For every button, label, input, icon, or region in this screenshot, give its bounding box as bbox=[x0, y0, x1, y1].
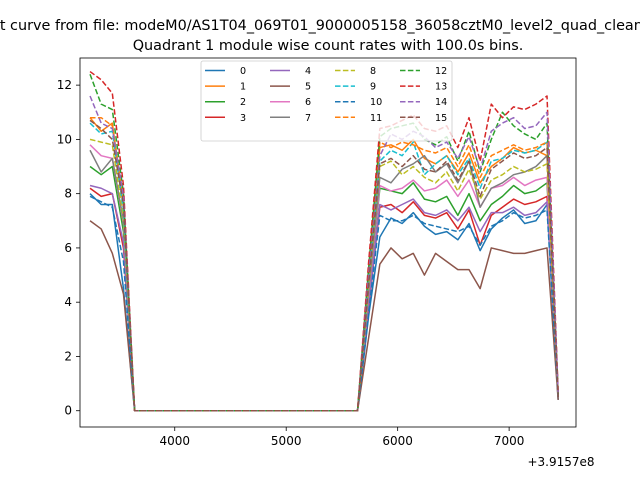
series-line-4 bbox=[89, 184, 559, 412]
legend-label-8: 8 bbox=[370, 66, 376, 77]
legend-label-7: 7 bbox=[305, 113, 311, 124]
x-offset-label: +3.9157e8 bbox=[527, 455, 594, 469]
x-tick-label: 7000 bbox=[494, 434, 525, 448]
legend-box bbox=[200, 60, 453, 142]
x-tick-label: 5000 bbox=[271, 434, 302, 448]
legend-label-14: 14 bbox=[435, 97, 447, 108]
y-tick-label: 8 bbox=[64, 187, 72, 201]
legend-label-6: 6 bbox=[305, 97, 311, 108]
series-line-8 bbox=[89, 138, 559, 412]
x-axis: 4000 5000 6000 7000 bbox=[159, 427, 524, 448]
legend-label-3: 3 bbox=[240, 113, 246, 124]
x-tick-label: 6000 bbox=[382, 434, 413, 448]
legend-label-5: 5 bbox=[305, 82, 311, 93]
plot-frame bbox=[79, 57, 577, 428]
series-line-9 bbox=[89, 122, 559, 412]
figure-suptitle: Light curve from file: modeM0/AS1T04_069… bbox=[0, 18, 640, 34]
series-layer bbox=[89, 70, 559, 412]
series-line-7 bbox=[89, 149, 559, 412]
y-tick-label: 2 bbox=[64, 349, 72, 363]
y-tick-label: 6 bbox=[64, 241, 72, 255]
series-line-14 bbox=[89, 95, 559, 412]
legend-label-1: 1 bbox=[240, 82, 246, 93]
legend-label-15: 15 bbox=[435, 113, 447, 124]
series-line-10 bbox=[89, 195, 559, 412]
y-tick-label: 10 bbox=[57, 132, 72, 146]
x-tick-label: 4000 bbox=[159, 434, 190, 448]
legend-label-10: 10 bbox=[370, 97, 382, 108]
y-axis: 0 2 4 6 8 10 12 bbox=[57, 78, 80, 418]
chart-title: Quadrant 1 module wise count rates with … bbox=[133, 38, 524, 54]
series-line-2 bbox=[89, 165, 559, 412]
legend-label-2: 2 bbox=[240, 97, 246, 108]
legend-label-9: 9 bbox=[370, 82, 376, 93]
y-tick-label: 4 bbox=[64, 295, 72, 309]
legend-label-0: 0 bbox=[240, 66, 246, 77]
y-tick-label: 0 bbox=[64, 404, 72, 418]
legend-label-4: 4 bbox=[305, 66, 311, 77]
series-line-15 bbox=[89, 119, 559, 412]
series-line-5 bbox=[89, 220, 559, 412]
series-line-6 bbox=[89, 144, 559, 412]
legend-label-11: 11 bbox=[370, 113, 382, 124]
series-line-3 bbox=[89, 187, 559, 412]
legend-label-12: 12 bbox=[435, 66, 447, 77]
legend-label-13: 13 bbox=[435, 82, 447, 93]
y-tick-label: 12 bbox=[57, 78, 72, 92]
series-line-11 bbox=[90, 116, 559, 412]
